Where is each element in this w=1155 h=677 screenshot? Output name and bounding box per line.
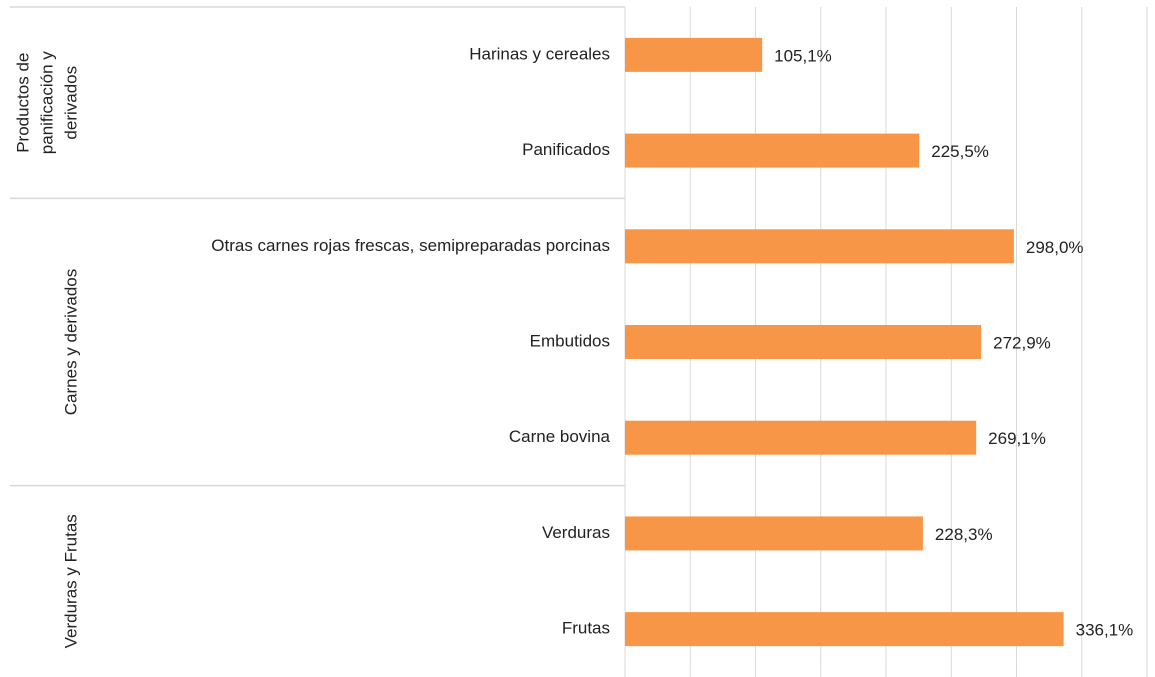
value-label: 272,9% bbox=[993, 333, 1051, 352]
value-label: 225,5% bbox=[931, 142, 989, 161]
group-label: panificación y bbox=[37, 51, 56, 155]
group-label: Carnes y derivados bbox=[61, 269, 80, 415]
category-label: Otras carnes rojas frescas, semipreparad… bbox=[211, 236, 610, 255]
category-label: Harinas y cereales bbox=[469, 44, 610, 63]
bar bbox=[625, 420, 977, 455]
category-label: Verduras bbox=[542, 523, 610, 542]
category-label: Panificados bbox=[522, 140, 610, 159]
bar bbox=[625, 325, 982, 359]
value-label: 269,1% bbox=[988, 429, 1046, 448]
bar bbox=[625, 229, 1014, 264]
value-label: 336,1% bbox=[1076, 621, 1134, 640]
value-label: 298,0% bbox=[1026, 238, 1084, 257]
group-label: Verduras y Frutas bbox=[61, 514, 80, 648]
bar bbox=[625, 612, 1064, 647]
bar bbox=[625, 516, 923, 551]
value-label: 228,3% bbox=[935, 525, 993, 544]
category-label: Embutidos bbox=[530, 331, 610, 350]
bar bbox=[625, 133, 920, 168]
value-label: 105,1% bbox=[774, 46, 832, 65]
category-label: Carne bovina bbox=[509, 427, 611, 446]
group-label: derivados bbox=[61, 66, 80, 140]
category-label: Frutas bbox=[562, 619, 610, 638]
group-label: Productos de bbox=[13, 53, 32, 153]
bar bbox=[625, 37, 763, 72]
